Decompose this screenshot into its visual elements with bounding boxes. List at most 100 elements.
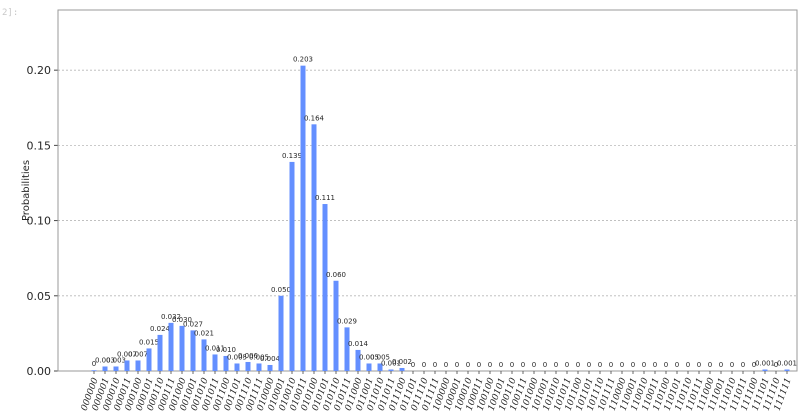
bar-value-label: 0 bbox=[653, 361, 657, 369]
bar-value-label: 0 bbox=[554, 361, 558, 369]
bar-value-label: 0.024 bbox=[150, 325, 171, 333]
y-tick-label: 0.00 bbox=[27, 365, 52, 378]
bar-value-label: 0.003 bbox=[106, 356, 126, 364]
bar-value-label: 0 bbox=[466, 361, 470, 369]
bar-value-label: 0.005 bbox=[370, 353, 390, 361]
bar-value-label: 0 bbox=[92, 360, 96, 368]
bar-value-label: 0.027 bbox=[183, 320, 203, 328]
bar-value-label: 0.005 bbox=[359, 353, 379, 361]
bar-value-label: 0.030 bbox=[172, 316, 192, 324]
bar-value-label: 0.010 bbox=[216, 346, 236, 354]
bar-value-label: 0 bbox=[642, 361, 646, 369]
y-tick-label: 0.15 bbox=[27, 139, 52, 152]
bar-value-label: 0 bbox=[565, 361, 569, 369]
bar-value-label: 0 bbox=[510, 361, 514, 369]
y-axis-label: Probabilities bbox=[21, 160, 32, 221]
bar-value-label: 0 bbox=[675, 361, 679, 369]
bar bbox=[278, 295, 284, 371]
bar-value-label: 0 bbox=[444, 361, 448, 369]
bar-value-label: 0 bbox=[576, 361, 580, 369]
bar-value-label: 0.011 bbox=[205, 344, 225, 352]
y-tick-label: 0.10 bbox=[27, 215, 52, 228]
bar-value-label: 0 bbox=[532, 361, 536, 369]
bar bbox=[256, 363, 262, 371]
bar bbox=[212, 354, 218, 371]
bar-value-label: 0.006 bbox=[238, 352, 259, 360]
bar bbox=[344, 327, 350, 371]
bar-value-label: 0.050 bbox=[271, 286, 291, 294]
bar bbox=[366, 363, 372, 371]
bar bbox=[333, 280, 339, 371]
bar-value-label: 0 bbox=[697, 361, 701, 369]
cell-prompt: 2]: bbox=[2, 8, 19, 18]
bar-value-label: 0.005 bbox=[227, 353, 247, 361]
bar bbox=[190, 330, 196, 371]
bar-value-label: 0 bbox=[609, 361, 613, 369]
bar bbox=[102, 366, 108, 371]
bar bbox=[201, 339, 207, 371]
bar bbox=[146, 348, 152, 371]
bar-value-label: 0.005 bbox=[249, 353, 269, 361]
bar-value-label: 0.007 bbox=[117, 350, 137, 358]
bar-value-label: 0 bbox=[422, 361, 426, 369]
bar bbox=[322, 204, 328, 371]
bar bbox=[399, 367, 405, 371]
bar bbox=[388, 369, 394, 371]
bar-value-label: 0 bbox=[664, 361, 668, 369]
bar-value-label: 0.001 bbox=[777, 359, 797, 367]
bar-value-label: 0 bbox=[708, 361, 712, 369]
bar bbox=[157, 334, 163, 371]
bar-value-label: 0 bbox=[477, 361, 481, 369]
y-tick-label: 0.20 bbox=[27, 64, 52, 77]
bar-value-label: 0.007 bbox=[128, 350, 148, 358]
bar-value-label: 0.021 bbox=[194, 329, 214, 337]
bar bbox=[311, 124, 317, 371]
bar bbox=[267, 364, 273, 371]
bar bbox=[124, 360, 130, 371]
bar-value-label: 0 bbox=[752, 361, 756, 369]
bar-value-label: 0.032 bbox=[161, 313, 181, 321]
bar bbox=[135, 360, 141, 371]
bar bbox=[245, 361, 251, 371]
bar-value-label: 0.002 bbox=[392, 358, 412, 366]
bar-value-label: 0 bbox=[499, 361, 503, 369]
bar-value-label: 0.029 bbox=[337, 317, 357, 325]
bar-value-label: 0.003 bbox=[95, 356, 115, 364]
bar-value-label: 0 bbox=[433, 361, 437, 369]
bar-value-label: 0 bbox=[411, 361, 415, 369]
bar-value-label: 0 bbox=[620, 361, 624, 369]
plot-frame bbox=[57, 9, 798, 372]
bar bbox=[223, 355, 229, 371]
bar bbox=[784, 369, 790, 371]
bar-value-label: 0.111 bbox=[315, 194, 335, 202]
bar-value-label: 0 bbox=[631, 361, 635, 369]
bar bbox=[300, 65, 306, 371]
bar-value-label: 0 bbox=[730, 361, 734, 369]
bar-value-label: 0.001 bbox=[755, 359, 775, 367]
bar bbox=[355, 349, 361, 371]
y-tick-label: 0.05 bbox=[27, 290, 52, 303]
bar-value-label: 0 bbox=[521, 361, 525, 369]
bar-value-label: 0.004 bbox=[260, 355, 281, 363]
bar bbox=[168, 322, 174, 371]
bar-value-label: 0 bbox=[455, 361, 459, 369]
bar bbox=[91, 370, 97, 371]
bar bbox=[289, 161, 295, 371]
bar-value-label: 0.060 bbox=[326, 271, 346, 279]
bar bbox=[377, 363, 383, 371]
bar-value-label: 0 bbox=[686, 361, 690, 369]
bar-value-label: 0 bbox=[543, 361, 547, 369]
bar bbox=[234, 363, 240, 371]
bar-value-label: 0 bbox=[719, 361, 723, 369]
bar-value-label: 0 bbox=[587, 361, 591, 369]
bar bbox=[179, 325, 185, 371]
bar-value-label: 0.015 bbox=[139, 338, 159, 346]
bar-value-label: 0 bbox=[774, 361, 778, 369]
bar-value-label: 0.014 bbox=[348, 340, 369, 348]
bar-value-label: 0 bbox=[598, 361, 602, 369]
bar-value-label: 0.164 bbox=[304, 114, 325, 122]
bar-value-label: 0.001 bbox=[381, 359, 401, 367]
bar bbox=[113, 366, 119, 371]
bar-value-label: 0 bbox=[741, 361, 745, 369]
